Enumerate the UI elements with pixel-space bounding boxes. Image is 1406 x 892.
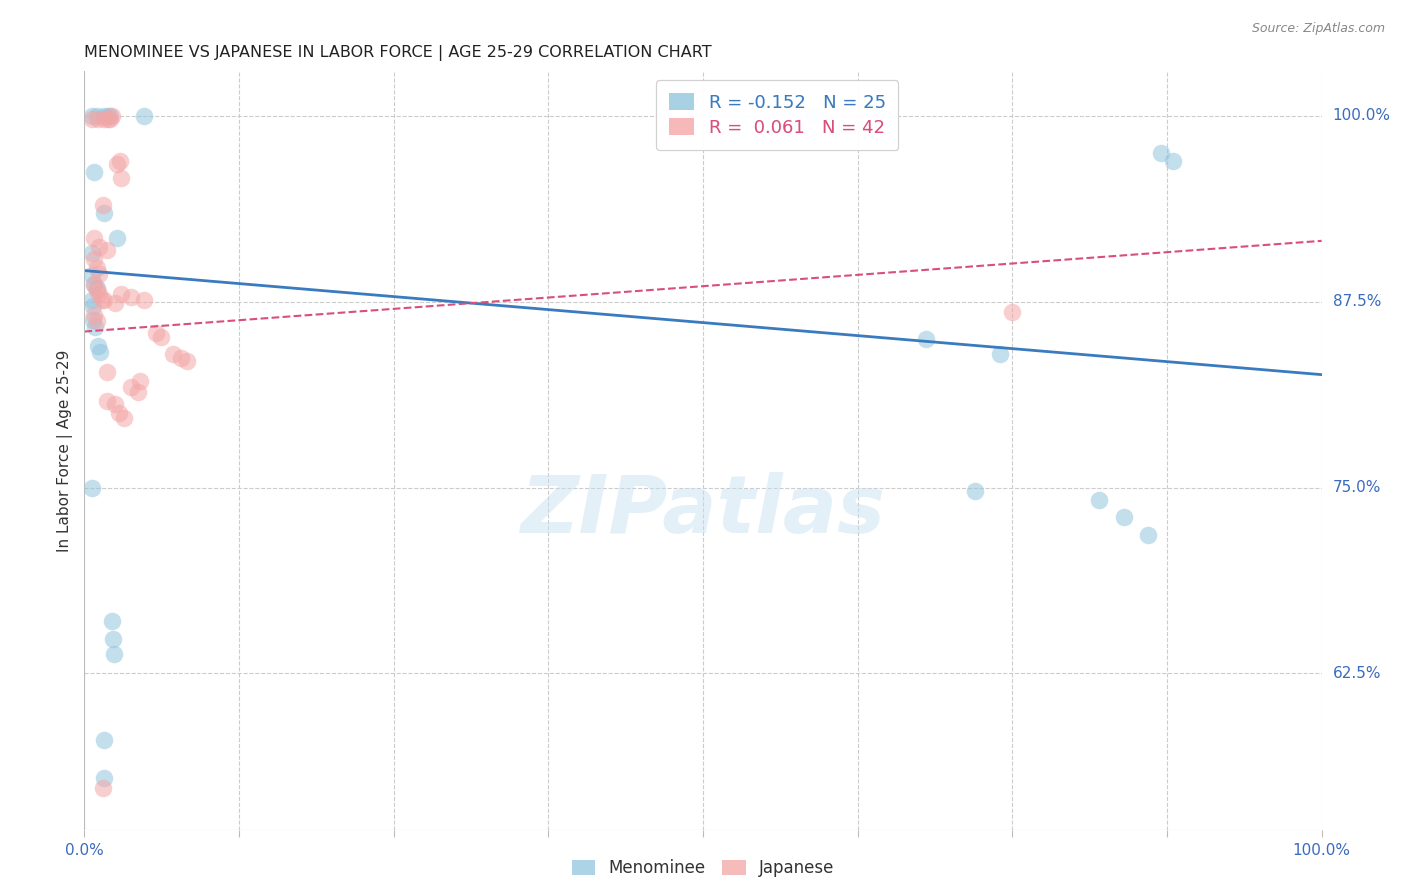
Point: [132, 293, 155, 308]
Point: [120, 379, 142, 393]
Point: [89, 287, 111, 301]
Point: [86, 109, 108, 123]
Point: [110, 153, 132, 168]
Point: [96, 394, 118, 409]
Point: [82, 312, 104, 326]
Point: [83, 277, 105, 291]
Point: [86, 314, 108, 328]
Legend: Menominee, Japanese: Menominee, Japanese: [565, 853, 841, 884]
Point: [83, 252, 105, 266]
Point: [89, 345, 111, 359]
Point: [803, 109, 825, 123]
Point: [80, 112, 103, 126]
Point: [127, 385, 149, 400]
Point: [100, 615, 122, 629]
Point: [84, 320, 107, 334]
Point: [1161, 153, 1184, 168]
Point: [80, 109, 103, 123]
Point: [86, 281, 108, 295]
Point: [97, 112, 120, 126]
Text: 87.5%: 87.5%: [1333, 294, 1381, 310]
Point: [98, 112, 121, 126]
Point: [91, 198, 114, 212]
Point: [87, 112, 110, 126]
Point: [89, 267, 111, 281]
Point: [90, 293, 112, 308]
Point: [120, 290, 142, 304]
Point: [104, 296, 127, 310]
Point: [170, 351, 193, 366]
Point: [83, 165, 105, 179]
Point: [83, 231, 105, 245]
Point: [1137, 528, 1160, 542]
Point: [110, 287, 132, 301]
Point: [93, 733, 115, 747]
Point: [965, 483, 987, 498]
Text: Source: ZipAtlas.com: Source: ZipAtlas.com: [1251, 22, 1385, 36]
Point: [80, 481, 103, 495]
Point: [91, 780, 114, 795]
Point: [105, 231, 128, 245]
Point: [100, 109, 122, 123]
Point: [93, 112, 115, 126]
Point: [988, 347, 1011, 361]
Point: [86, 260, 108, 275]
Point: [96, 365, 118, 379]
Text: 75.0%: 75.0%: [1333, 480, 1381, 495]
Point: [145, 326, 167, 340]
Point: [93, 109, 115, 123]
Point: [80, 268, 103, 282]
Point: [914, 332, 936, 346]
Point: [93, 205, 115, 219]
Y-axis label: In Labor Force | Age 25-29: In Labor Force | Age 25-29: [58, 350, 73, 551]
Text: ZIPatlas: ZIPatlas: [520, 472, 886, 550]
Point: [93, 771, 115, 785]
Point: [129, 374, 152, 388]
Point: [132, 109, 155, 123]
Point: [1150, 146, 1173, 161]
Text: MENOMINEE VS JAPANESE IN LABOR FORCE | AGE 25-29 CORRELATION CHART: MENOMINEE VS JAPANESE IN LABOR FORCE | A…: [84, 45, 711, 61]
Point: [104, 397, 127, 411]
Point: [80, 293, 103, 308]
Point: [82, 299, 104, 313]
Legend: R = -0.152   N = 25, R =  0.061   N = 42: R = -0.152 N = 25, R = 0.061 N = 42: [657, 80, 898, 150]
Point: [89, 240, 111, 254]
Point: [150, 330, 173, 344]
Point: [98, 109, 121, 123]
Point: [96, 243, 118, 257]
Point: [176, 354, 198, 368]
Point: [86, 283, 108, 297]
Point: [1112, 510, 1135, 524]
Point: [1001, 305, 1024, 319]
Point: [93, 293, 115, 308]
Point: [83, 308, 105, 322]
Text: 100.0%: 100.0%: [1333, 109, 1391, 123]
Point: [80, 245, 103, 260]
Point: [110, 171, 132, 186]
Point: [105, 156, 128, 170]
Point: [83, 278, 105, 293]
Point: [101, 632, 124, 647]
Point: [112, 410, 135, 425]
Point: [162, 347, 184, 361]
Point: [103, 647, 125, 661]
Point: [97, 109, 120, 123]
Point: [108, 406, 131, 420]
Point: [87, 339, 110, 353]
Point: [1088, 492, 1111, 507]
Text: 62.5%: 62.5%: [1333, 666, 1381, 681]
